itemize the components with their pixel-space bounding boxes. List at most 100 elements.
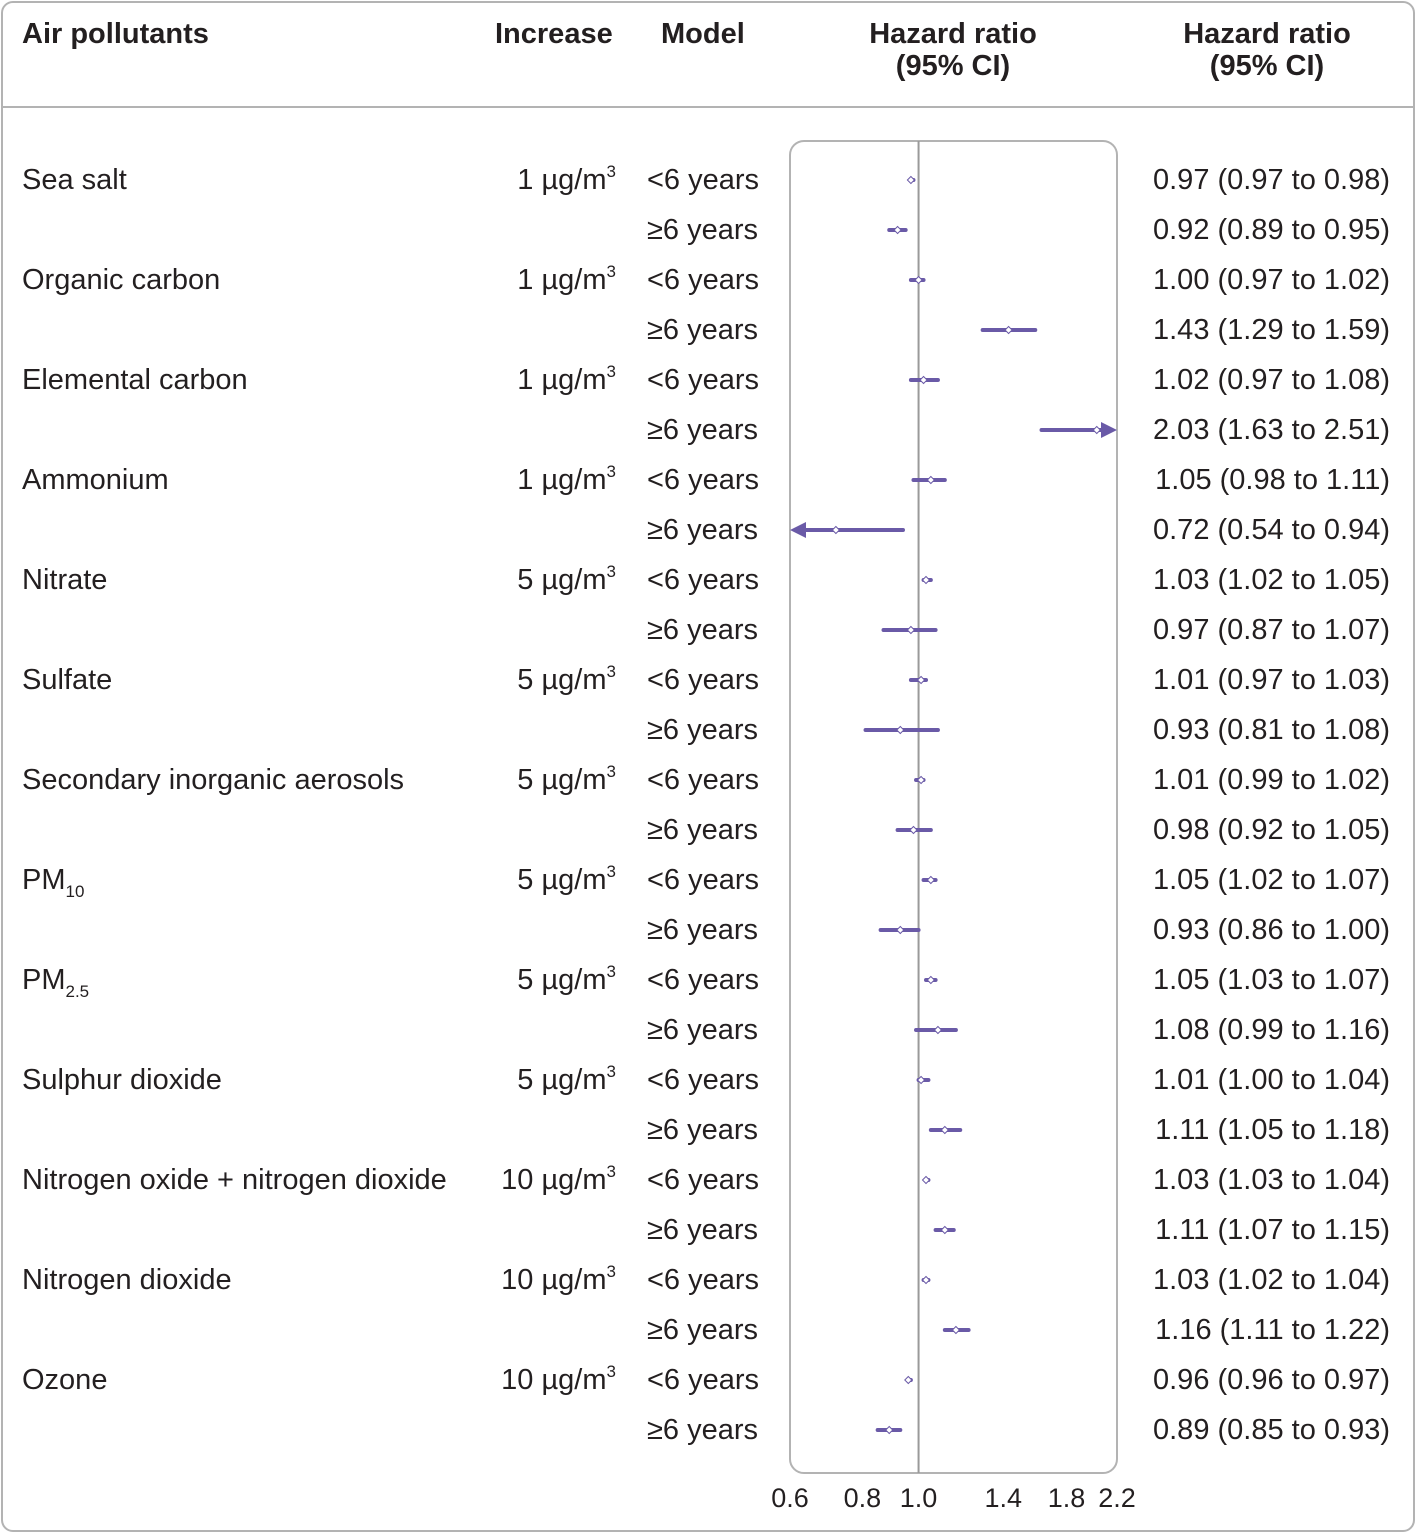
hazard-ratio-value: 2.03 (1.63 to 2.51) [1153, 414, 1390, 446]
point-estimate [940, 1225, 950, 1235]
increase-value: 1 µg/m3 [440, 463, 616, 497]
x-tick-label: 2.2 [1098, 1483, 1136, 1513]
header-air-pollutants: Air pollutants [22, 18, 209, 50]
hazard-ratio-value: 0.97 (0.97 to 0.98) [1153, 164, 1390, 196]
pollutant-name-text: Ammonium [22, 464, 169, 496]
model-label: <6 years [647, 864, 760, 896]
pollutant-name: Organic carbon [22, 263, 220, 297]
model-label: <6 years [647, 664, 760, 696]
increase-text: 1 µg/m [517, 264, 607, 296]
hazard-ratio-value: 1.05 (1.03 to 1.07) [1153, 964, 1390, 996]
pollutant-name: PM10 [22, 863, 84, 900]
hazard-ratio-value: 1.01 (1.00 to 1.04) [1153, 1064, 1390, 1096]
point-estimate [921, 1275, 931, 1285]
unit-superscript: 3 [606, 162, 616, 181]
pollutant-subscript: 2.5 [65, 982, 90, 1001]
header-increase: Increase [495, 18, 613, 50]
hazard-ratio-value: 1.01 (0.97 to 1.03) [1153, 664, 1390, 696]
increase-value: 1 µg/m3 [440, 263, 616, 297]
hazard-ratio-value: 1.05 (1.02 to 1.07) [1153, 864, 1390, 896]
unit-superscript: 3 [606, 762, 616, 781]
header-plot-line2: (95% CI) [895, 50, 1011, 82]
header-values: Hazard ratio (95% CI) [1154, 18, 1380, 82]
hazard-ratio-value: 0.96 (0.96 to 0.97) [1153, 1364, 1390, 1396]
header-values-line2: (95% CI) [1209, 50, 1325, 82]
increase-text: 5 µg/m [517, 664, 607, 696]
header-plot-line1: Hazard ratio [869, 18, 1037, 50]
increase-text: 5 µg/m [517, 764, 607, 796]
x-tick-label: 0.6 [771, 1483, 809, 1513]
pollutant-name-text: Sulfate [22, 664, 113, 696]
ci-arrow-right [1101, 422, 1117, 438]
pollutant-name-text: Sulphur dioxide [22, 1064, 222, 1096]
increase-text: 1 µg/m [517, 464, 607, 496]
increase-text: 5 µg/m [517, 864, 607, 896]
point-estimate [926, 975, 936, 985]
point-estimate [921, 575, 931, 585]
ci-arrow-left [790, 522, 806, 538]
point-estimate [909, 825, 918, 835]
model-label: <6 years [647, 1064, 760, 1096]
unit-superscript: 3 [606, 862, 616, 881]
x-tick-label: 1.8 [1048, 1483, 1086, 1513]
model-label: ≥6 years [647, 1214, 759, 1246]
model-label: <6 years [647, 964, 760, 996]
point-estimate [896, 725, 905, 735]
increase-value: 1 µg/m3 [440, 363, 616, 397]
pollutant-name-text: Nitrogen dioxide [22, 1264, 232, 1296]
increase-text: 1 µg/m [517, 364, 607, 396]
hazard-ratio-value: 0.93 (0.81 to 1.08) [1153, 714, 1390, 746]
pollutant-name-text: Organic carbon [22, 264, 221, 296]
point-estimate [926, 875, 936, 885]
point-estimate [906, 625, 916, 635]
model-label: <6 years [647, 1364, 760, 1396]
unit-superscript: 3 [606, 1062, 616, 1081]
point-estimate [926, 475, 936, 485]
point-estimate [893, 225, 902, 235]
unit-superscript: 3 [606, 262, 616, 281]
pollutant-name: Sulfate [22, 663, 112, 697]
increase-text: 5 µg/m [517, 1064, 607, 1096]
model-label: ≥6 years [647, 514, 759, 546]
x-tick-label: 1.4 [984, 1483, 1022, 1513]
header-divider [2, 106, 1415, 108]
point-estimate [1092, 425, 1101, 435]
unit-superscript: 3 [606, 1162, 616, 1181]
hazard-ratio-value: 1.16 (1.11 to 1.22) [1155, 1314, 1390, 1346]
unit-superscript: 3 [606, 1262, 616, 1281]
pollutant-name-text: Sea salt [22, 164, 127, 196]
hazard-ratio-value: 0.89 (0.85 to 0.93) [1153, 1414, 1390, 1446]
hazard-ratio-value: 1.02 (0.97 to 1.08) [1153, 364, 1390, 396]
unit-superscript: 3 [606, 462, 616, 481]
point-estimate [916, 775, 926, 785]
point-estimate [940, 1125, 950, 1135]
model-label: ≥6 years [647, 814, 759, 846]
point-estimate [885, 1425, 894, 1435]
pollutant-name: Elemental carbon [22, 363, 248, 397]
hazard-ratio-value: 1.03 (1.02 to 1.05) [1153, 564, 1390, 596]
plot-box [789, 140, 1118, 1474]
hazard-ratio-value: 1.11 (1.05 to 1.18) [1155, 1114, 1390, 1146]
point-estimate [1004, 325, 1013, 335]
model-label: ≥6 years [647, 614, 759, 646]
model-label: ≥6 years [647, 414, 759, 446]
point-estimate [914, 275, 923, 285]
point-estimate [921, 1175, 931, 1185]
model-label: <6 years [647, 164, 760, 196]
unit-superscript: 3 [606, 562, 616, 581]
model-label: <6 years [647, 1164, 760, 1196]
model-label: ≥6 years [647, 1114, 759, 1146]
hazard-ratio-value: 1.01 (0.99 to 1.02) [1153, 764, 1390, 796]
hazard-ratio-value: 0.97 (0.87 to 1.07) [1153, 614, 1390, 646]
pollutant-name-text: Secondary inorganic aerosols [22, 764, 405, 796]
increase-value: 5 µg/m3 [440, 1063, 616, 1097]
increase-text: 5 µg/m [517, 964, 607, 996]
increase-text: 10 µg/m [501, 1164, 607, 1196]
pollutant-name: PM2.5 [22, 963, 89, 1000]
pollutant-name-text: Nitrate [22, 564, 108, 596]
increase-text: 10 µg/m [501, 1264, 607, 1296]
increase-text: 10 µg/m [501, 1364, 607, 1396]
increase-value: 5 µg/m3 [440, 663, 616, 697]
hazard-ratio-value: 1.43 (1.29 to 1.59) [1153, 314, 1390, 346]
